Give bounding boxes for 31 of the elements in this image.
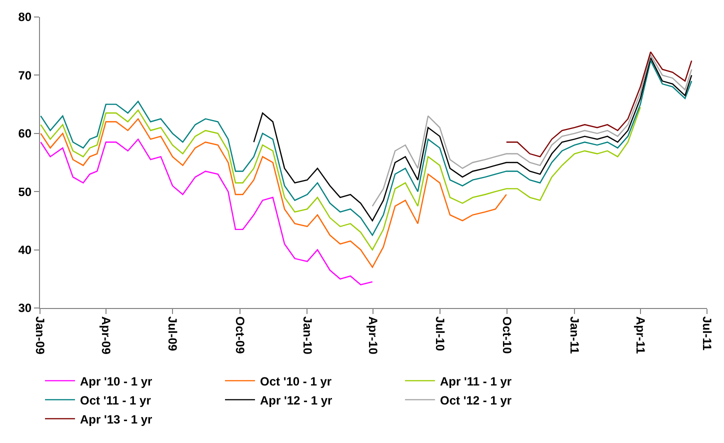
x-tick-label: Apr-10 xyxy=(366,316,380,355)
line-series xyxy=(253,57,692,222)
legend-label: Oct '11 - 1 yr xyxy=(80,393,152,408)
line-series xyxy=(372,54,692,207)
x-tick-label: Jul-10 xyxy=(432,316,447,352)
y-tick-label: 70 xyxy=(18,68,32,82)
y-tick-label: 60 xyxy=(18,126,32,141)
legend-label: Apr '12 - 1 yr xyxy=(260,393,333,408)
y-tick-label: 30 xyxy=(18,301,32,316)
line-series xyxy=(40,60,692,236)
legend-label: Oct '10 - 1 yr xyxy=(260,374,332,388)
legend-label: Oct '12 - 1 yr xyxy=(440,393,512,408)
x-tick-label: Apr-09 xyxy=(98,316,113,355)
legend-label: Apr '13 - 1 yr xyxy=(80,412,153,426)
x-tick-label: Apr-11 xyxy=(633,316,648,354)
line-series xyxy=(506,51,692,158)
x-tick-label: Jul-09 xyxy=(166,316,180,352)
line-series xyxy=(40,118,507,268)
y-tick-label: 80 xyxy=(18,10,32,24)
x-tick-label: Jan-11 xyxy=(568,316,582,354)
legend-label: Apr '10 - 1 yr xyxy=(80,374,153,388)
y-tick-label: 40 xyxy=(18,243,32,257)
line-series xyxy=(40,106,641,250)
legend-label: Apr '11 - 1 yr xyxy=(440,374,512,388)
x-tick-label: Oct-09 xyxy=(232,316,247,354)
x-tick-label: Jan-09 xyxy=(33,316,48,355)
line-series xyxy=(40,138,373,286)
x-tick-label: Oct-10 xyxy=(500,316,514,354)
x-tick-label: Jul-11 xyxy=(700,316,714,351)
y-tick-label: 50 xyxy=(18,184,32,199)
x-tick-label: Jan-10 xyxy=(300,316,314,355)
